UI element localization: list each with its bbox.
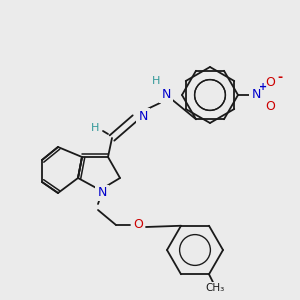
Text: N: N [97, 187, 107, 200]
Text: N: N [161, 88, 171, 101]
Text: O: O [265, 76, 275, 89]
Text: N: N [251, 88, 261, 101]
Text: CH₃: CH₃ [206, 283, 225, 293]
Text: H: H [91, 123, 99, 133]
Text: +: + [259, 82, 267, 92]
Text: O: O [133, 218, 143, 232]
Text: -: - [278, 70, 283, 83]
Text: O: O [265, 100, 275, 113]
Text: H: H [152, 76, 160, 86]
Text: N: N [138, 110, 148, 122]
